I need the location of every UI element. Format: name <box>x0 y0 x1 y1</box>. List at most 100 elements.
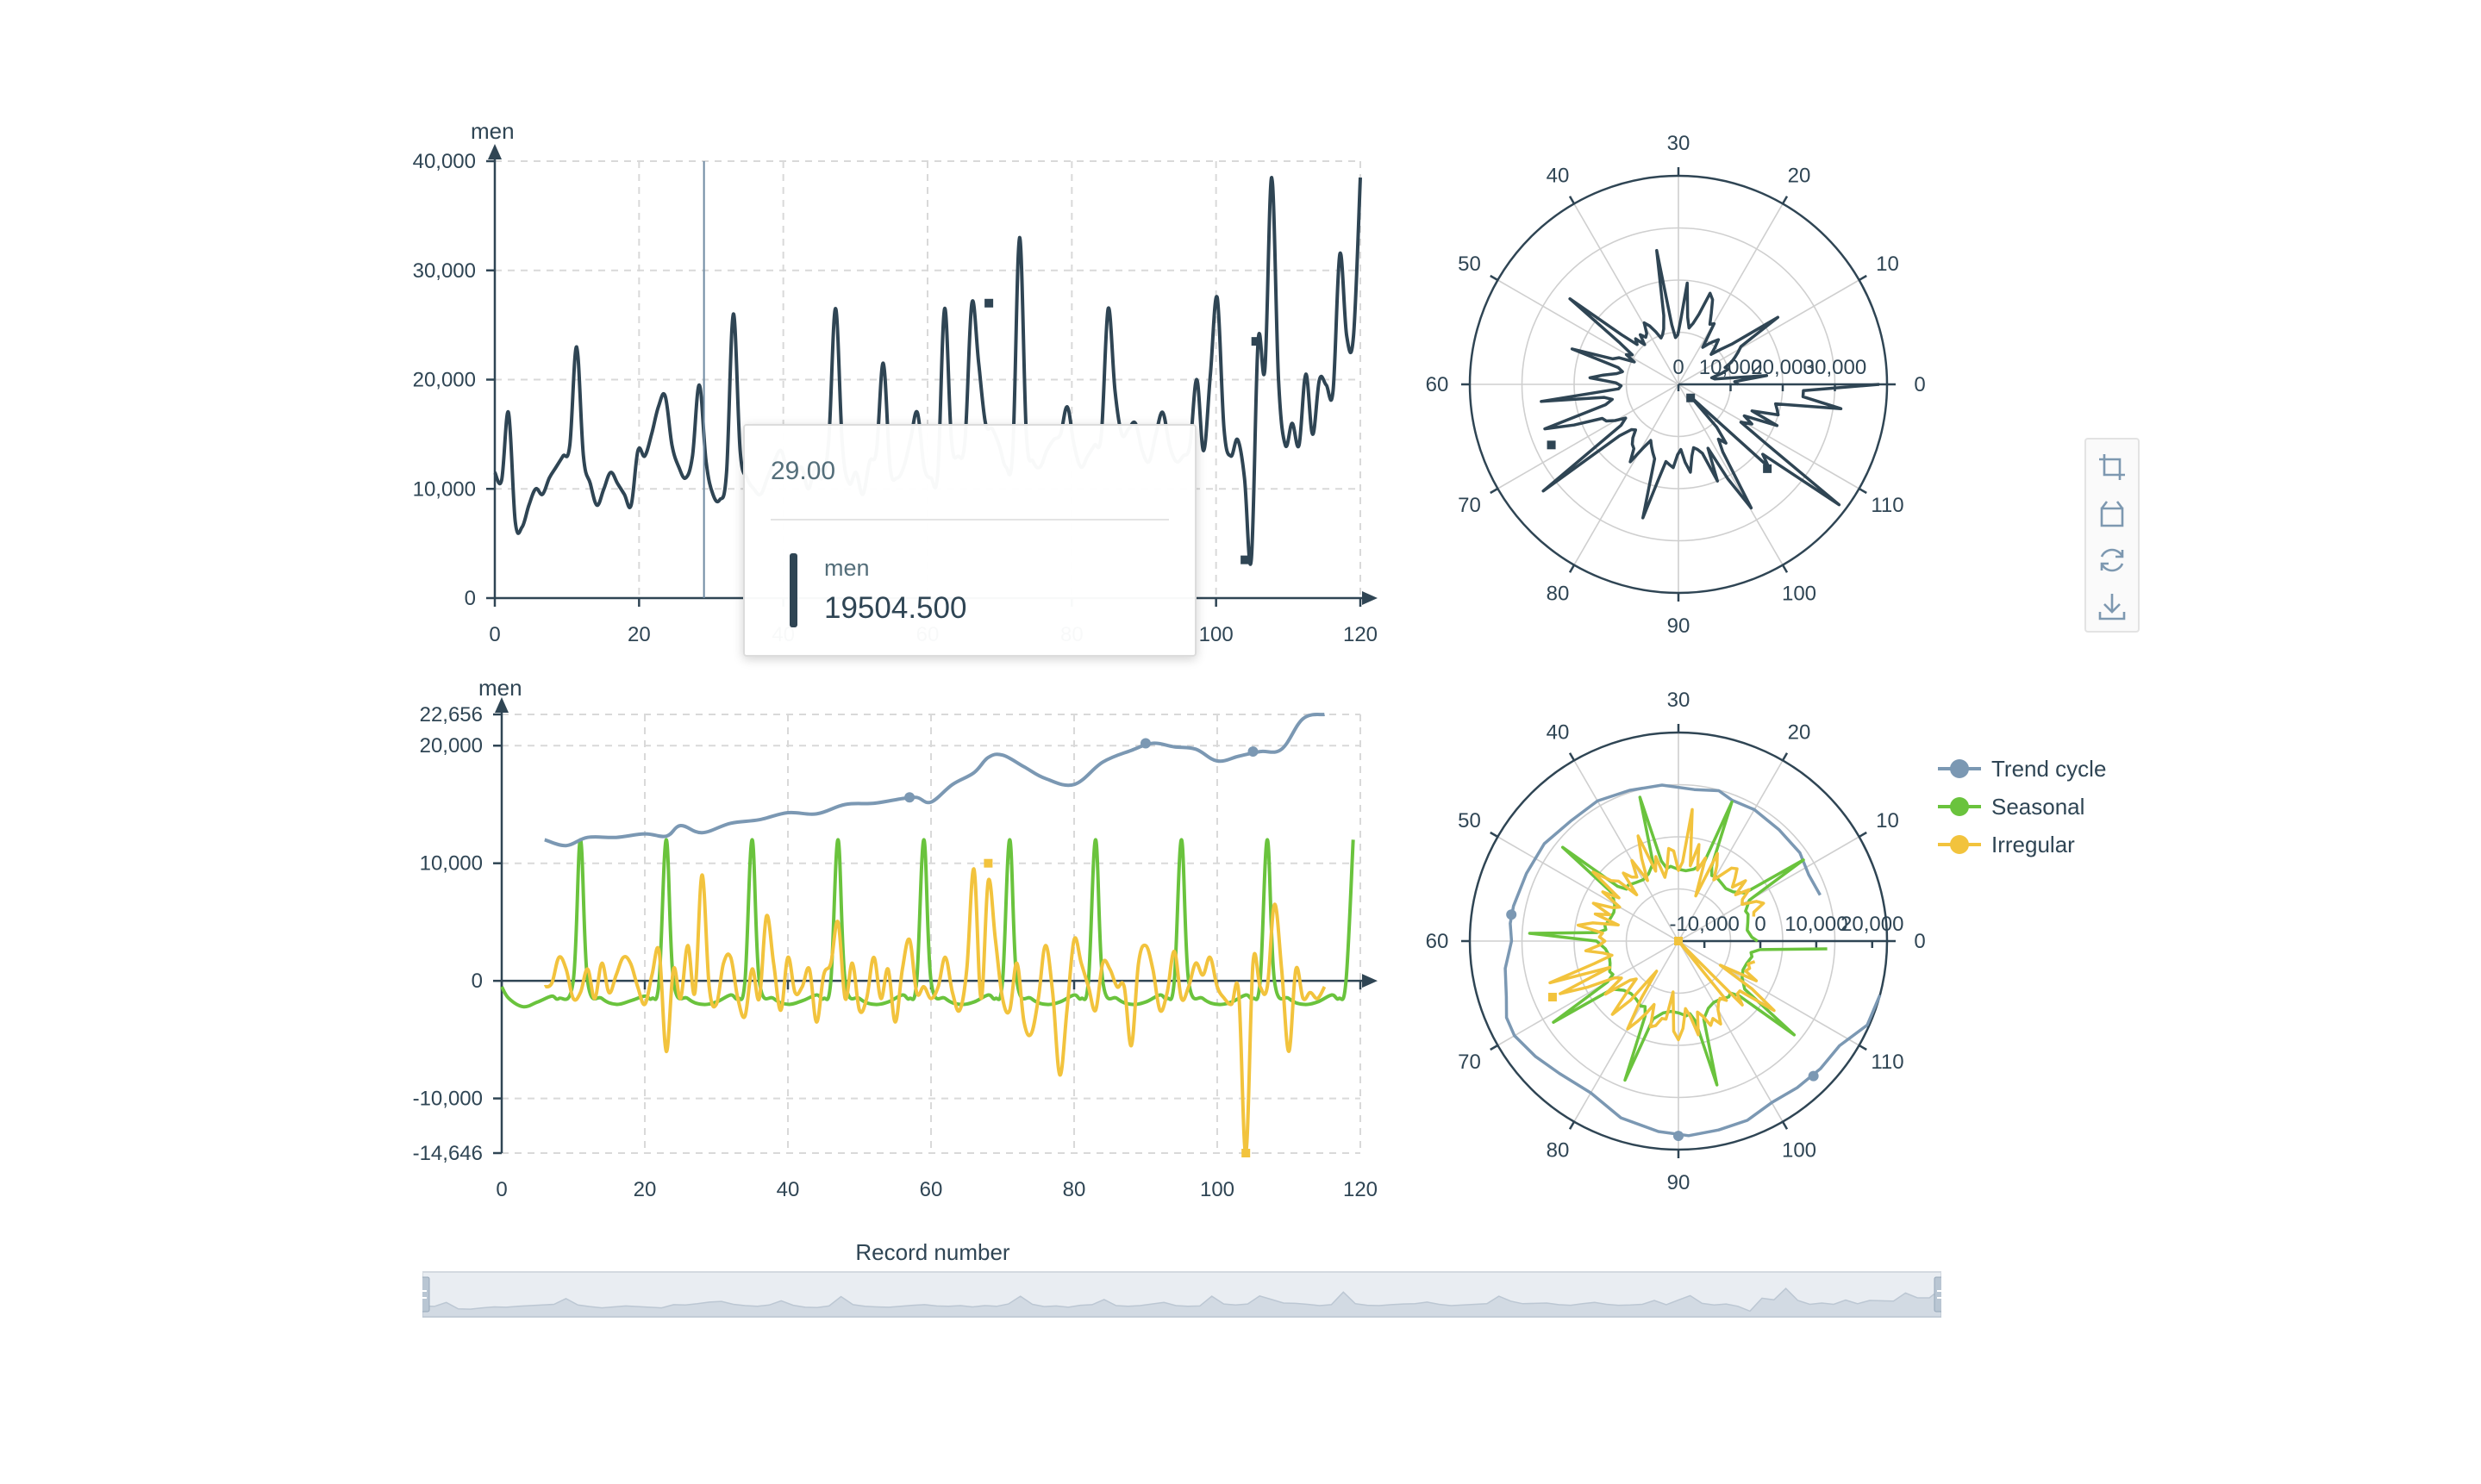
polar-angle-label: 0 <box>1914 930 1925 953</box>
men-polar-marker <box>1763 464 1772 473</box>
tooltip-title: 29.00 <box>771 457 836 485</box>
tooltip: 29.00 men 19504.500 <box>743 424 1197 657</box>
zoom-icon[interactable] <box>2097 452 2128 483</box>
legend-label: Trend cycle <box>1991 756 2106 782</box>
men-polar-marker <box>1547 440 1556 450</box>
polar-angle-label: 110 <box>1871 1051 1903 1074</box>
polar-spoke <box>1678 760 1784 942</box>
x-tick-label: 80 <box>1063 1178 1086 1201</box>
trend-cycle-marker <box>1141 738 1151 749</box>
polar-angle-label: 30 <box>1667 689 1690 712</box>
x-tick-label: 120 <box>1343 1178 1378 1201</box>
polar-spoke <box>1573 203 1679 385</box>
polar-radius-label: 10,000 <box>1784 913 1847 936</box>
data-zoom-preview <box>422 1288 1941 1318</box>
zoom-reset-icon[interactable] <box>2097 498 2128 529</box>
decomposition-line-chart: men 0 20 40 60 80 100 120 -14,646 -10,000 0 10,000… <box>413 675 1378 1265</box>
polar-angle-label: 40 <box>1547 721 1570 745</box>
irregular-polar-marker <box>1547 993 1557 1002</box>
seasonal-polar-line <box>1528 795 1828 1087</box>
restore-icon[interactable] <box>2097 545 2128 576</box>
polar-angle-label: 80 <box>1547 1138 1570 1162</box>
polar-spoke <box>1678 279 1859 385</box>
tooltip-value: 19504.500 <box>824 591 967 625</box>
polar-angle-label: 10 <box>1876 809 1899 832</box>
tooltip-series-marker <box>790 553 797 627</box>
polar-angle-tick <box>1568 196 1576 205</box>
polar-angle-label: 20 <box>1788 165 1811 188</box>
polar-angle-label: 50 <box>1458 809 1481 832</box>
trend-cycle-polar-marker <box>1673 1131 1684 1142</box>
men-series-line <box>493 175 1362 566</box>
polar-angle-label: 20 <box>1788 721 1811 745</box>
toolbox <box>2084 438 2140 633</box>
x-tick-label: 20 <box>628 623 651 646</box>
polar-angle-tick <box>1490 487 1499 495</box>
polar-angle-label: 110 <box>1871 494 1903 517</box>
irregular-marker <box>984 858 993 868</box>
polar-angle-tick <box>1858 831 1867 839</box>
data-zoom-handle-right[interactable] <box>1934 1276 1941 1313</box>
y-tick-label: 20,000 <box>420 734 483 758</box>
polar-angle-label: 10 <box>1876 253 1899 276</box>
polar-angle-label: 70 <box>1458 1051 1481 1074</box>
x-tick-label: 60 <box>920 1178 943 1201</box>
polar-angle-tick <box>1490 274 1499 282</box>
x-axis-arrow <box>1362 591 1378 605</box>
men-polar-line <box>1540 248 1880 520</box>
polar-spoke <box>1678 383 1784 565</box>
polar-angle-tick <box>1490 1044 1499 1051</box>
legend-label: Seasonal <box>1991 794 2084 820</box>
polar-angle-label: 70 <box>1458 494 1481 517</box>
y-tick-label: -10,000 <box>413 1088 483 1111</box>
decomposition-polar-chart: 0 10 20 30 40 50 60 70 80 90 100 110 -10,000 0 10,0002… <box>1426 689 1926 1194</box>
trend-cycle-line <box>544 713 1325 848</box>
tooltip-series-name: men <box>824 555 870 581</box>
polar-angle-tick <box>1858 487 1867 495</box>
y-tick-label: 30,000 <box>413 259 476 283</box>
seasonal-line <box>500 838 1355 1009</box>
polar-radius-label: 0 <box>1754 913 1765 936</box>
polar-angle-tick <box>1568 564 1576 573</box>
polar-angle-tick <box>1568 1120 1576 1130</box>
polar-angle-tick <box>1858 1044 1867 1051</box>
polar-radius-label: 30,000 <box>1803 356 1866 379</box>
polar-angle-label: 90 <box>1667 614 1690 638</box>
x-axis-title: Record number <box>855 1239 1010 1265</box>
legend-marker <box>1950 835 1969 854</box>
polar-spoke <box>1573 383 1679 565</box>
trend-cycle-polar-marker <box>1808 1070 1819 1082</box>
y-tick-label: 10,000 <box>413 477 476 501</box>
tooltip-divider <box>771 519 1169 521</box>
y-axis-arrow <box>495 697 509 713</box>
polar-angle-label: 0 <box>1914 373 1925 396</box>
x-tick-label: 100 <box>1199 623 1234 646</box>
irregular-polar-marker <box>1674 937 1683 945</box>
polar-spoke <box>1497 279 1679 385</box>
trend-cycle-marker <box>1247 746 1259 758</box>
y-axis-arrow <box>488 144 502 159</box>
data-zoom-handle-left[interactable] <box>422 1276 430 1313</box>
polar-radius-label: 0 <box>1672 356 1684 379</box>
data-zoom-slider[interactable] <box>422 1269 1941 1320</box>
men-unit-label: men <box>471 118 515 144</box>
polar-angle-tick <box>1781 196 1789 205</box>
polar-angle-tick <box>1781 752 1789 762</box>
polar-spoke <box>1678 940 1784 1122</box>
polar-angle-label: 100 <box>1782 1138 1816 1162</box>
y-tick-label: 20,000 <box>413 369 476 392</box>
x-tick-label: 0 <box>489 623 500 646</box>
polar-angle-label: 60 <box>1426 930 1449 953</box>
polar-radius-label: 20,000 <box>1840 913 1903 936</box>
x-tick-label: 100 <box>1200 1178 1234 1201</box>
polar-spoke <box>1573 940 1679 1122</box>
polar-spoke <box>1497 940 1679 1046</box>
polar-angle-tick <box>1858 274 1867 282</box>
trend-cycle-polar-marker <box>1506 909 1517 920</box>
polar-spoke <box>1678 203 1784 385</box>
save-image-icon[interactable] <box>2097 591 2128 622</box>
y-tick-label: 0 <box>465 587 476 610</box>
legend-label: Irregular <box>1991 832 2075 857</box>
